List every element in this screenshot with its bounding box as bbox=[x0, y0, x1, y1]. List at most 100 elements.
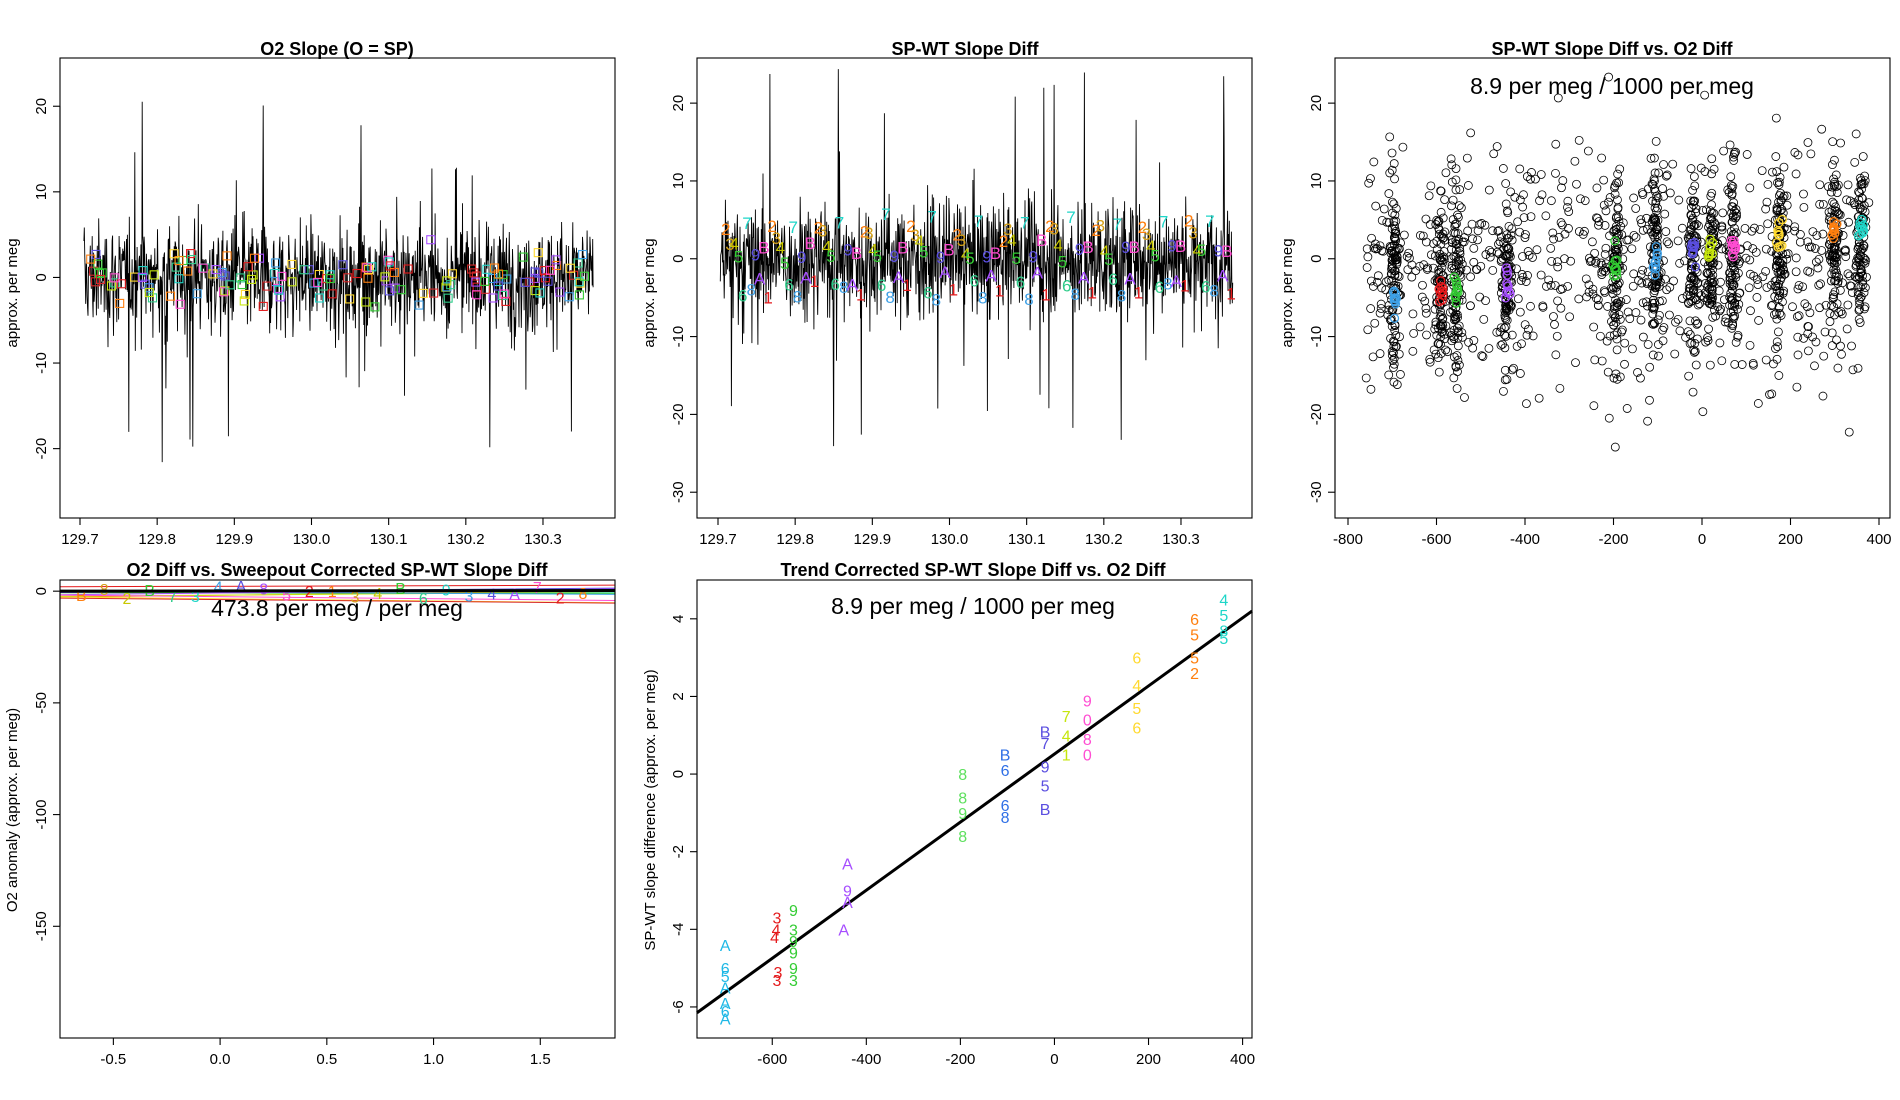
cluster-point bbox=[1774, 303, 1784, 312]
scatter-point bbox=[1387, 148, 1397, 158]
scatter-point bbox=[1662, 237, 1672, 247]
scatter-point bbox=[1691, 316, 1700, 326]
scatter-point bbox=[1717, 356, 1727, 366]
cluster-point bbox=[1725, 273, 1735, 283]
cluster-point bbox=[1436, 311, 1446, 320]
scatter-point bbox=[1842, 324, 1852, 334]
scatter-point bbox=[1549, 312, 1558, 321]
scatter-point bbox=[1636, 215, 1646, 225]
cluster-point bbox=[1440, 195, 1450, 205]
scatter-point bbox=[1665, 188, 1675, 198]
scatter-point bbox=[1546, 280, 1556, 290]
scatter-point bbox=[1373, 271, 1383, 281]
series-label-marker: 4 bbox=[729, 235, 738, 254]
scatter-point bbox=[1492, 142, 1502, 151]
y-axis-label: approx. per meg bbox=[641, 238, 658, 347]
scatter-point bbox=[1603, 302, 1612, 311]
square-marker bbox=[364, 264, 374, 275]
cluster-mean-point bbox=[1449, 272, 1459, 282]
series-label-marker: 7 bbox=[1113, 215, 1122, 234]
series-label-marker: 5 bbox=[780, 254, 789, 273]
data-point-label: 4 bbox=[772, 922, 781, 939]
data-point-label: 4 bbox=[1219, 592, 1228, 609]
cluster-point bbox=[1701, 337, 1711, 347]
cluster-point bbox=[1830, 179, 1840, 189]
scatter-point bbox=[1791, 169, 1801, 179]
cluster-point bbox=[1431, 220, 1441, 229]
series-label-marker: 8 bbox=[793, 287, 802, 306]
scatter-point bbox=[1805, 242, 1814, 252]
series-label-marker: 3 bbox=[818, 221, 827, 240]
cluster-point bbox=[1702, 296, 1712, 306]
scatter-point bbox=[1484, 185, 1494, 195]
scatter-point bbox=[1378, 246, 1388, 256]
x-tick-label: 130.0 bbox=[293, 531, 331, 548]
o2-slope-trace bbox=[83, 101, 594, 463]
cluster-point bbox=[1854, 200, 1864, 210]
cluster-point bbox=[1613, 298, 1623, 308]
cluster-mean-point bbox=[1705, 241, 1716, 251]
cluster-point bbox=[1610, 312, 1620, 322]
scatter-point bbox=[1819, 351, 1829, 361]
scatter-point bbox=[1455, 185, 1465, 194]
square-marker bbox=[169, 249, 179, 259]
series-label-marker: 2 bbox=[1184, 211, 1193, 230]
x-tick-label: 400 bbox=[1230, 1051, 1255, 1068]
cluster-point bbox=[1456, 264, 1466, 274]
data-point-label: 8 bbox=[958, 767, 967, 784]
square-marker bbox=[165, 291, 176, 301]
square-marker bbox=[186, 249, 196, 259]
square-marker bbox=[568, 270, 579, 280]
series-label-marker: 9 bbox=[797, 248, 806, 267]
series-line bbox=[59, 597, 616, 604]
scatter-point bbox=[1538, 302, 1548, 312]
scatter-point bbox=[1594, 220, 1603, 230]
scatter-point bbox=[1473, 226, 1483, 236]
scatter-point bbox=[1700, 90, 1710, 100]
cluster-point bbox=[1648, 295, 1658, 305]
scatter-point bbox=[1657, 296, 1667, 306]
data-point-label: B bbox=[1040, 802, 1051, 819]
cluster-point bbox=[1384, 370, 1394, 380]
square-marker bbox=[314, 293, 325, 303]
cluster-point bbox=[1854, 258, 1864, 268]
cluster-point bbox=[1707, 200, 1716, 210]
cluster-point bbox=[1830, 206, 1840, 215]
data-point-label: 5 bbox=[1190, 651, 1199, 668]
x-tick-label: -800 bbox=[1333, 531, 1363, 548]
x-tick-label: 129.9 bbox=[854, 531, 892, 548]
scatter-point bbox=[1481, 250, 1491, 259]
scatter-point bbox=[1526, 301, 1535, 311]
cluster-point bbox=[1707, 188, 1717, 198]
cluster-point bbox=[1689, 172, 1699, 181]
series-label-marker: 9 bbox=[890, 247, 899, 266]
scatter-point bbox=[1527, 168, 1536, 177]
square-marker bbox=[94, 268, 105, 279]
square-marker bbox=[222, 251, 232, 261]
data-point-label: 8 bbox=[958, 829, 967, 846]
series-label-marker: 7 bbox=[1066, 208, 1075, 227]
scatter-point bbox=[1599, 200, 1609, 210]
scatter-point bbox=[1660, 209, 1670, 219]
scatter-point bbox=[1519, 190, 1528, 200]
series-label-marker: 7 bbox=[789, 218, 798, 237]
scatter-point bbox=[1485, 252, 1495, 262]
square-marker bbox=[147, 293, 158, 303]
scatter-point bbox=[1841, 252, 1851, 262]
scatter-point bbox=[1404, 253, 1414, 263]
scatter-point bbox=[1680, 256, 1689, 266]
cluster-point bbox=[1858, 152, 1868, 161]
cluster-point bbox=[1830, 287, 1840, 297]
series-label-marker: 4 bbox=[1054, 236, 1063, 255]
square-marker bbox=[501, 296, 511, 306]
scatter-point bbox=[1389, 159, 1399, 168]
cluster-point bbox=[1504, 260, 1514, 270]
scatter-point bbox=[1422, 330, 1431, 340]
scatter-point bbox=[1818, 199, 1828, 209]
cluster-point bbox=[1610, 189, 1620, 199]
cluster-point bbox=[1655, 310, 1664, 320]
cluster-point bbox=[1608, 309, 1618, 319]
square-marker bbox=[116, 279, 126, 289]
scatter-point bbox=[1692, 334, 1702, 344]
cluster-point bbox=[1853, 290, 1863, 300]
